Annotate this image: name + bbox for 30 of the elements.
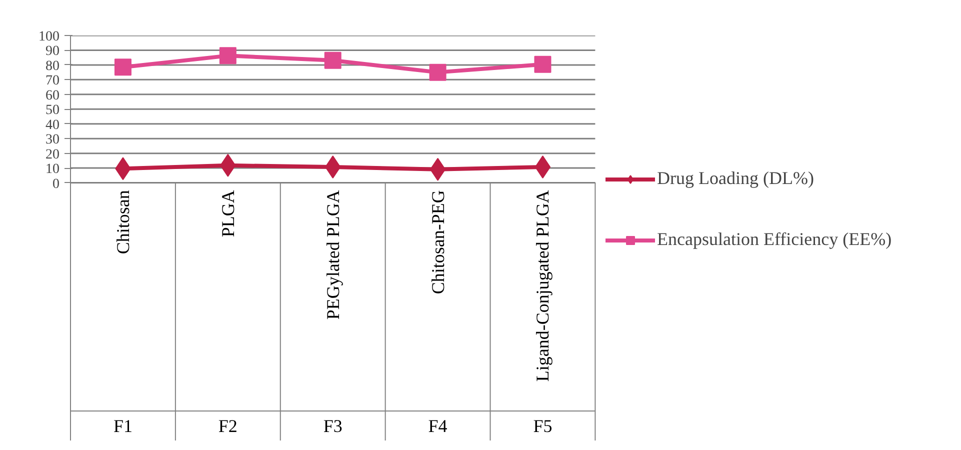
y-tick-label: 60 [46, 88, 60, 104]
x-tick-label: Ligand-Conjugated PLGA [532, 190, 553, 382]
point [114, 58, 132, 76]
x-tick-label: PEGylated PLGA [322, 190, 343, 320]
y-tick-label: 10 [46, 162, 60, 178]
point [534, 56, 552, 73]
legend-label: Drug Loading (DL%) [657, 168, 814, 189]
point [324, 52, 342, 69]
point [534, 156, 551, 179]
x-tick-label: PLGA [218, 190, 238, 238]
y-tick-label: 30 [46, 132, 60, 148]
y-tick-label: 90 [46, 44, 60, 60]
text: F1 [113, 416, 132, 436]
y-tick-label: 20 [46, 147, 60, 162]
y-tick-label: 70 [46, 74, 60, 89]
text: F3 [323, 416, 342, 436]
y-tick-label: 0 [52, 176, 60, 192]
point [429, 64, 446, 81]
y-tick-label: 40 [46, 118, 60, 133]
x-tick-label: Chitosan-PEG [428, 190, 448, 294]
legend-label: Encapsulation Efficiency (EE%) [657, 229, 892, 250]
text: F2 [218, 416, 238, 436]
y-tick-label: 80 [46, 58, 60, 74]
text: F5 [533, 416, 552, 436]
x-tick-label: Chitosan [112, 190, 133, 254]
y-tick-label: 50 [46, 103, 60, 118]
point [219, 47, 236, 64]
text: F4 [428, 416, 448, 436]
y-tick-label: 100 [38, 30, 60, 44]
point [430, 158, 446, 181]
